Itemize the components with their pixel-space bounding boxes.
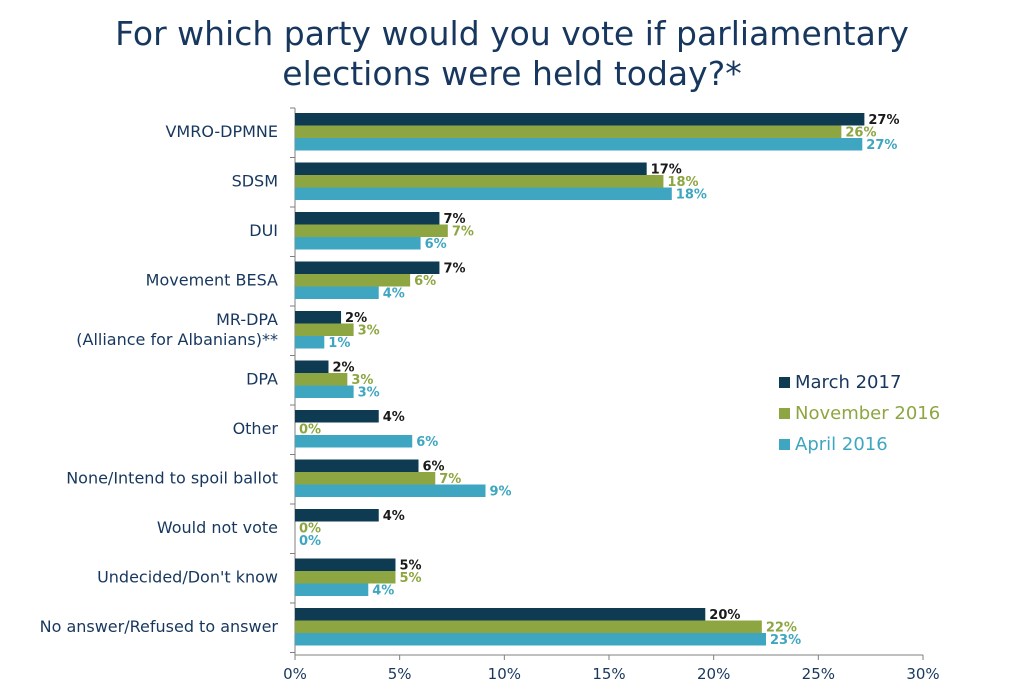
- bar: [295, 373, 348, 386]
- bar: [295, 323, 354, 336]
- bar: [295, 336, 325, 349]
- x-tick-label: 15%: [592, 665, 625, 679]
- value-label: 6%: [423, 460, 445, 475]
- x-tick-label: 20%: [697, 665, 730, 679]
- bar: [295, 472, 436, 485]
- bar: [295, 484, 486, 497]
- category-label: Undecided/Don't know: [97, 567, 278, 586]
- bar: [295, 175, 664, 188]
- chart-title: For which party would you vote if parlia…: [0, 14, 1024, 94]
- value-label: 3%: [358, 386, 380, 401]
- value-label: 1%: [328, 336, 350, 351]
- x-tick-label: 25%: [802, 665, 835, 679]
- bar: [295, 212, 440, 225]
- value-label: 20%: [709, 608, 740, 623]
- legend-swatch: [779, 439, 790, 450]
- x-tick-label: 0%: [283, 665, 307, 679]
- category-label: MR-DPA: [216, 310, 278, 329]
- value-label: 6%: [425, 237, 447, 252]
- value-label: 4%: [383, 410, 405, 425]
- bar: [295, 286, 379, 299]
- value-label: 7%: [443, 212, 465, 227]
- legend-swatch: [779, 408, 790, 419]
- legend-label: April 2016: [795, 434, 888, 455]
- bar: [295, 608, 706, 621]
- bar: [295, 113, 865, 126]
- x-tick-label: 10%: [488, 665, 521, 679]
- bar: [295, 360, 329, 373]
- value-label: 26%: [845, 126, 876, 141]
- category-label: DPA: [246, 369, 278, 388]
- legend-swatch: [779, 377, 790, 388]
- value-label: 6%: [416, 435, 438, 450]
- category-label: DUI: [249, 221, 278, 240]
- chart-title-line-2: elections were held today?*: [282, 54, 742, 93]
- value-label: 6%: [414, 274, 436, 289]
- bar: [295, 620, 762, 633]
- value-label: 7%: [452, 225, 474, 240]
- value-label: 2%: [332, 361, 354, 376]
- value-label: 9%: [489, 485, 511, 500]
- value-label: 4%: [372, 584, 394, 599]
- value-label: 5%: [399, 559, 421, 574]
- value-label: 5%: [399, 571, 421, 586]
- value-label: 4%: [383, 287, 405, 302]
- bar: [295, 583, 369, 596]
- bar: [295, 509, 379, 522]
- value-label: 27%: [866, 138, 897, 153]
- value-label: 0%: [299, 522, 321, 537]
- bar: [295, 410, 379, 423]
- value-label: 7%: [439, 472, 461, 487]
- bar: [295, 237, 421, 250]
- legend-label: March 2017: [795, 372, 901, 393]
- bar: [295, 261, 440, 274]
- category-label: Other: [233, 419, 279, 438]
- value-label: 22%: [766, 621, 797, 636]
- bar: [295, 558, 396, 571]
- value-label: 4%: [383, 509, 405, 524]
- category-label: None/Intend to spoil ballot: [66, 468, 278, 487]
- bar: [295, 571, 396, 584]
- value-label: 3%: [351, 373, 373, 388]
- value-label: 0%: [299, 534, 321, 549]
- category-label: VMRO-DPMNE: [165, 122, 278, 141]
- x-tick-label: 30%: [906, 665, 939, 679]
- bar: [295, 435, 413, 448]
- bar: [295, 224, 448, 237]
- bar: [295, 162, 647, 175]
- value-label: 17%: [651, 163, 682, 178]
- bar: [295, 274, 411, 287]
- bar: [295, 311, 342, 324]
- category-label: (Alliance for Albanians)**: [76, 330, 278, 349]
- x-tick-label: 5%: [388, 665, 412, 679]
- bar: [295, 187, 672, 200]
- value-label: 18%: [667, 175, 698, 190]
- bar: [295, 138, 863, 151]
- value-label: 27%: [868, 113, 899, 128]
- value-label: 3%: [358, 324, 380, 339]
- value-label: 23%: [770, 633, 801, 648]
- value-label: 18%: [676, 188, 707, 203]
- legend-label: November 2016: [795, 403, 940, 424]
- value-label: 7%: [443, 262, 465, 277]
- category-label: No answer/Refused to answer: [40, 617, 279, 636]
- value-label: 0%: [299, 423, 321, 438]
- chart-title-line-1: For which party would you vote if parlia…: [115, 14, 909, 53]
- category-label: Movement BESA: [146, 270, 278, 289]
- category-label: Would not vote: [157, 518, 278, 537]
- value-label: 2%: [345, 311, 367, 326]
- bar: [295, 125, 842, 138]
- bar: [295, 385, 354, 398]
- category-label: SDSM: [232, 171, 278, 190]
- bar: [295, 633, 766, 646]
- bar: [295, 459, 419, 472]
